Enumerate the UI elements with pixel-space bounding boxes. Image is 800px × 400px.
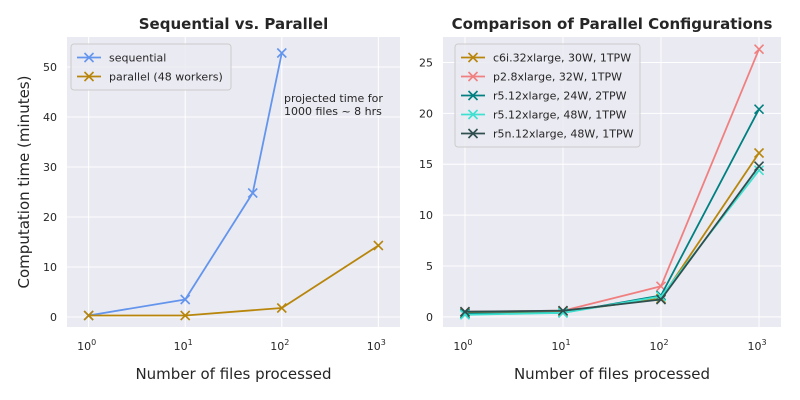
legend-box <box>70 43 232 91</box>
data-point <box>373 240 384 251</box>
x-tick-label: 101 <box>174 338 193 353</box>
x-tick-exponent: 1 <box>565 338 570 347</box>
y-axis-label: Computation time (minutes) <box>15 76 33 289</box>
series-line <box>464 165 760 313</box>
data-point <box>655 294 667 305</box>
legend-label: p2.8xlarge, 32W, 1TPW <box>493 71 622 84</box>
y-tick-label: 20 <box>419 107 433 120</box>
y-tick-label: 40 <box>43 111 57 124</box>
legend-label: r5n.12xlarge, 48W, 1TPW <box>493 128 634 141</box>
x-tick-base: 10 <box>453 340 467 353</box>
legend-item: c6i.32xlarge, 30W, 1TPW <box>461 52 631 65</box>
x-tick-exponent: 2 <box>284 338 289 347</box>
y-tick-label: 0 <box>426 311 433 324</box>
y-tick-label: 20 <box>43 211 57 224</box>
legend-marker <box>83 52 95 63</box>
x-axis-label: Number of files processed <box>514 365 710 383</box>
legend-label: c6i.32xlarge, 30W, 1TPW <box>493 52 631 65</box>
y-tick-label: 15 <box>419 158 433 171</box>
x-tick-base: 10 <box>649 340 663 353</box>
data-point <box>753 44 765 55</box>
x-tick-label: 100 <box>453 338 472 353</box>
x-tick-base: 10 <box>77 340 91 353</box>
data-point <box>753 165 765 176</box>
x-tick-exponent: 2 <box>663 338 668 347</box>
x-tick-exponent: 0 <box>467 338 472 347</box>
y-tick-label: 30 <box>43 161 57 174</box>
y-tick-label: 10 <box>419 209 433 222</box>
x-tick-exponent: 0 <box>91 338 96 347</box>
data-point <box>557 305 569 316</box>
legend-label: r5.12xlarge, 48W, 1TPW <box>493 109 627 122</box>
data-point <box>180 294 191 305</box>
legend-item: r5.12xlarge, 48W, 1TPW <box>461 109 627 122</box>
data-point <box>247 187 258 199</box>
data-point <box>83 310 94 321</box>
x-tick-base: 10 <box>747 340 761 353</box>
gridlines <box>67 37 400 327</box>
legend-marker <box>467 90 479 101</box>
y-tick-label: 0 <box>50 311 57 324</box>
x-tick-base: 10 <box>551 340 565 353</box>
x-tick-base: 10 <box>367 340 381 353</box>
annotation-line: projected time for <box>284 92 383 105</box>
legend-marker <box>83 71 95 82</box>
chart-title: Comparison of Parallel Configurations <box>452 15 773 33</box>
x-tick-base: 10 <box>270 340 284 353</box>
y-tick-label: 5 <box>426 260 433 273</box>
legend-box <box>454 43 641 148</box>
x-tick-label: 102 <box>270 338 289 353</box>
y-tick-label: 50 <box>43 61 57 74</box>
x-tick-base: 10 <box>174 340 188 353</box>
x-tick-label: 103 <box>747 338 766 353</box>
legend-label: sequential <box>109 52 166 65</box>
legend: c6i.32xlarge, 30W, 1TPW p2.8xlarge, 32W, … <box>454 43 641 148</box>
x-tick-exponent: 3 <box>381 338 386 347</box>
legend: sequential parallel (48 workers) <box>70 43 232 91</box>
legend-item: p2.8xlarge, 32W, 1TPW <box>461 71 622 84</box>
x-tick-label: 100 <box>77 338 96 353</box>
legend-item: sequential <box>77 52 166 65</box>
annotation-line: 1000 files ~ 8 hrs <box>284 105 382 118</box>
x-tick-exponent: 1 <box>188 338 193 347</box>
y-tick-label: 10 <box>43 261 57 274</box>
series-r5n-12xlarge-48w-1tpw <box>459 161 765 317</box>
x-tick-label: 102 <box>649 338 668 353</box>
series-parallel-48-workers- <box>83 240 384 321</box>
x-tick-label: 101 <box>551 338 570 353</box>
data-point <box>180 310 191 321</box>
legend-label: r5.12xlarge, 24W, 2TPW <box>493 90 627 103</box>
data-point <box>753 147 765 159</box>
legend-marker <box>467 52 479 63</box>
x-axis-label: Number of files processed <box>135 365 331 383</box>
legend-marker <box>467 71 479 82</box>
y-tick-label: 25 <box>419 56 433 69</box>
data-point <box>753 161 765 172</box>
data-point <box>276 47 287 59</box>
data-point <box>753 104 765 115</box>
legend-marker <box>467 109 479 120</box>
chart-title: Sequential vs. Parallel <box>139 15 329 33</box>
legend-item: r5n.12xlarge, 48W, 1TPW <box>461 128 634 141</box>
data-point <box>459 306 471 317</box>
legend-item: r5.12xlarge, 24W, 2TPW <box>461 90 627 103</box>
data-point <box>276 302 287 314</box>
series-line <box>88 244 379 317</box>
legend-item: parallel (48 workers) <box>77 71 223 84</box>
x-tick-exponent: 3 <box>761 338 766 347</box>
x-tick-label: 103 <box>367 338 386 353</box>
legend-marker <box>467 128 479 139</box>
series-sequential <box>83 47 287 321</box>
legend-label: parallel (48 workers) <box>109 71 223 84</box>
series-line <box>88 52 283 317</box>
